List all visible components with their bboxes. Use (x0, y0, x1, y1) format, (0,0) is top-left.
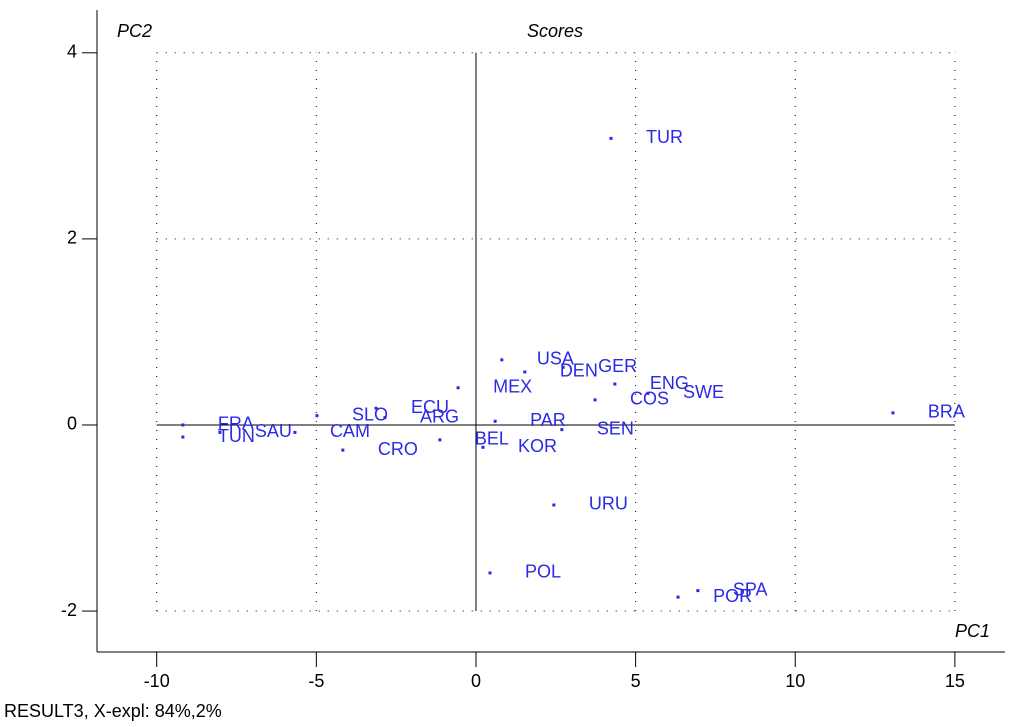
point-label: ARG (420, 406, 459, 426)
point-label: DEN (560, 361, 598, 381)
point-label: MEX (493, 377, 532, 397)
chart-title: Scores (527, 21, 583, 41)
x-tick-label: 15 (945, 671, 965, 691)
y-tick-label: -2 (61, 600, 77, 620)
point-label: ENG (650, 373, 689, 393)
point (646, 391, 650, 395)
point (552, 503, 556, 507)
point (383, 416, 387, 420)
point-label: SLO (352, 404, 388, 424)
point (500, 358, 504, 362)
point-label: BRA (928, 402, 965, 422)
point (374, 406, 378, 410)
point-label: SAU (255, 421, 292, 441)
point (891, 411, 895, 415)
x-tick-label: 0 (471, 671, 481, 691)
x-tick-label: -10 (144, 671, 170, 691)
point-label: GER (598, 356, 637, 376)
point-label: FRA (218, 414, 254, 434)
point (438, 438, 442, 442)
point-label: USA (537, 349, 574, 369)
point (293, 430, 297, 434)
point (341, 448, 345, 452)
point-label: CAM (330, 421, 370, 441)
y-tick-label: 2 (67, 228, 77, 248)
point-label: URU (589, 494, 628, 514)
point-label: BEL (475, 429, 509, 449)
y-tick-label: 4 (67, 42, 77, 62)
point (609, 136, 613, 140)
point-label: POL (525, 562, 561, 582)
point-label: TUR (646, 127, 683, 147)
point (181, 435, 185, 439)
point-label: PAR (530, 410, 566, 430)
y-axis-label: PC2 (117, 21, 152, 41)
point (493, 419, 497, 423)
point (613, 382, 617, 386)
point (593, 398, 597, 402)
point (696, 589, 700, 593)
point-label: SWE (683, 382, 724, 402)
point (676, 595, 680, 599)
point (523, 370, 527, 374)
footer: RESULT3, X-expl: 84%,2% (4, 701, 222, 721)
x-tick-label: 5 (631, 671, 641, 691)
x-tick-label: 10 (785, 671, 805, 691)
point (481, 445, 485, 449)
point-label: KOR (518, 436, 557, 456)
point (456, 386, 460, 390)
point (561, 365, 565, 369)
point-label: ECU (411, 397, 449, 417)
point-label: SEN (597, 418, 634, 438)
x-axis-label: PC1 (955, 621, 990, 641)
x-tick-label: -5 (308, 671, 324, 691)
point (488, 571, 492, 575)
point (218, 430, 222, 434)
point-label: TUN (218, 426, 255, 446)
point-label: CRO (378, 439, 418, 459)
point-label: SPA (733, 579, 768, 599)
point-label: POR (713, 586, 752, 606)
point (560, 428, 564, 432)
point (315, 414, 319, 418)
y-tick-label: 0 (67, 414, 77, 434)
point (181, 423, 185, 427)
point-label: COS (630, 389, 669, 409)
